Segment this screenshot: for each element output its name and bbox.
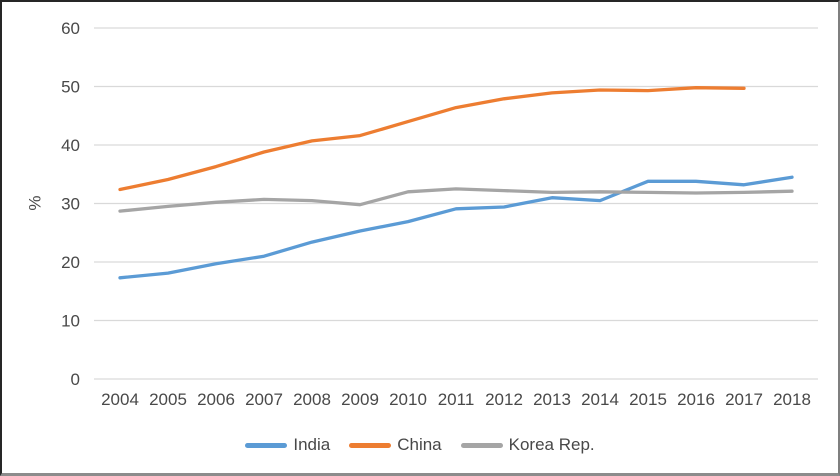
x-axis-tick-label: 2011 — [438, 390, 475, 409]
x-axis-tick-label: 2012 — [485, 390, 523, 409]
x-axis-tick-label: 2017 — [725, 390, 763, 409]
x-axis-tick-label: 2015 — [629, 390, 667, 409]
legend-label-china: China — [397, 435, 442, 454]
y-axis-title: % — [25, 195, 45, 211]
legend-label-india: India — [293, 435, 331, 454]
legend-item-korea: Korea Rep. — [460, 435, 595, 455]
china-line — [118, 86, 746, 192]
x-axis-tick-label: 2004 — [101, 390, 139, 409]
y-axis-tick-label: 50 — [61, 78, 80, 97]
y-axis-tick-label: 10 — [61, 312, 80, 331]
x-axis-tick-label: 2016 — [677, 390, 715, 409]
y-axis-tick-label: 60 — [61, 19, 80, 38]
korea-line-swatch — [460, 442, 503, 448]
x-axis-tick-label: 2010 — [389, 390, 427, 409]
chart-legend: India China Korea Rep. — [2, 435, 838, 455]
x-axis-tick-label: 2008 — [293, 390, 331, 409]
legend-item-china: China — [349, 435, 442, 455]
china-line-swatch — [349, 442, 392, 448]
y-axis-tick-label: 40 — [61, 136, 80, 155]
x-axis-tick-label: 2007 — [245, 390, 283, 409]
korea-rep-line — [118, 187, 794, 213]
x-axis-tick-label: 2013 — [533, 390, 571, 409]
y-axis-tick-label: 30 — [61, 195, 80, 214]
x-axis-tick-label: 2006 — [197, 390, 235, 409]
x-axis-tick-label: 2009 — [341, 390, 379, 409]
india-line-swatch — [245, 442, 288, 448]
x-axis-tick-label: 2005 — [149, 390, 187, 409]
india-line — [118, 175, 794, 280]
x-axis-tick-label: 2018 — [773, 390, 811, 409]
y-axis-tick-label: 0 — [71, 370, 80, 389]
legend-label-korea: Korea Rep. — [508, 435, 595, 454]
y-axis-tick-label: 20 — [61, 253, 80, 272]
legend-item-india: India — [245, 435, 330, 455]
x-axis-tick-label: 2014 — [581, 390, 619, 409]
